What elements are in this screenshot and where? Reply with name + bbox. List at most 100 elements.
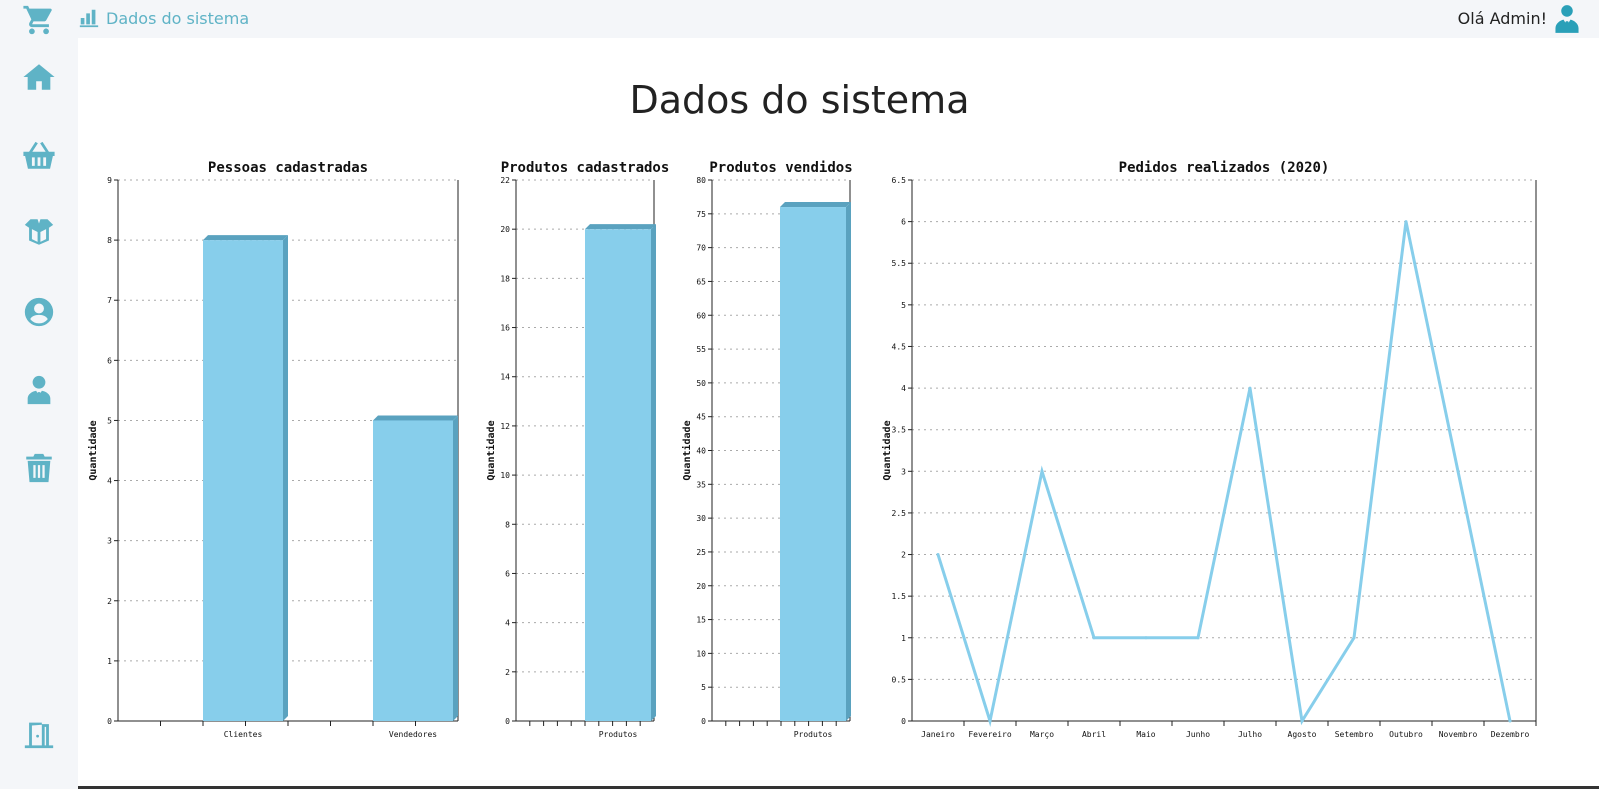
data-point	[1404, 220, 1408, 224]
bar-side	[651, 224, 656, 721]
box-icon[interactable]	[19, 212, 59, 252]
y-tick-label: 80	[696, 176, 706, 185]
greeting-text: Olá Admin!	[1457, 9, 1547, 28]
x-category-label: Maio	[1136, 730, 1155, 739]
x-category-label: Junho	[1186, 730, 1210, 739]
data-point	[1040, 469, 1044, 473]
y-tick-label: 70	[696, 244, 706, 253]
data-point	[1144, 636, 1148, 640]
x-category-label: Vendedores	[389, 730, 437, 739]
y-tick-label: 4.5	[892, 342, 907, 351]
x-category-label: Novembro	[1439, 730, 1478, 739]
bar	[585, 229, 651, 721]
y-tick-label: 2	[505, 668, 510, 677]
y-tick-label: 0	[701, 717, 706, 726]
y-tick-label: 5	[107, 416, 112, 425]
y-tick-label: 30	[696, 514, 706, 523]
bottom-border	[78, 786, 1599, 789]
user-avatar-icon[interactable]	[1553, 4, 1581, 34]
chart-title: Produtos cadastrados	[501, 160, 670, 176]
y-tick-label: 4	[901, 384, 906, 393]
x-category-label: Abril	[1082, 730, 1106, 739]
bar-top	[373, 415, 458, 421]
x-category-label: Janeiro	[921, 730, 955, 739]
data-point	[1248, 386, 1252, 390]
y-tick-label: 2	[107, 597, 112, 606]
x-category-label: Agosto	[1288, 730, 1317, 739]
page-title: Dados do sistema	[629, 78, 970, 122]
chart-pedidos-realizados: Pedidos realizados (2020) 0 0.5 1 1.5 2 2.5 3 3.…	[868, 150, 1568, 750]
y-tick-label: 10	[500, 471, 510, 480]
y-tick-label: 25	[696, 548, 706, 557]
exit-door-icon[interactable]	[19, 714, 59, 754]
data-point	[1456, 469, 1460, 473]
data-point	[1508, 719, 1512, 723]
user-circle-icon[interactable]	[19, 292, 59, 332]
chart-pessoas-svg: Pessoas cadastradas 0 1 2 3 4 5 6 7 8 9 Quantidade C…	[87, 160, 459, 739]
x-category-label: Dezembro	[1491, 730, 1530, 739]
y-tick-label: 1.5	[892, 592, 907, 601]
x-category-label: Outubro	[1389, 730, 1423, 739]
cart-icon[interactable]	[19, 0, 59, 40]
y-tick-label: 14	[500, 373, 510, 382]
y-tick-label: 3	[901, 467, 906, 476]
y-tick-label: 15	[696, 616, 706, 625]
y-tick-label: 1	[107, 657, 112, 666]
y-axis-label: Quantidade	[485, 420, 497, 480]
chart-pedidos-svg: Pedidos realizados (2020) 0 0.5 1 1.5 2 2.5 3 3.…	[881, 160, 1537, 739]
chart-produtos-vendidos: Produtos vendidos 0 5 10 15 20 25 30 35 40 45 50 55 6…	[672, 150, 862, 750]
bar-side	[283, 235, 288, 721]
y-tick-label: 35	[696, 480, 706, 489]
data-point	[988, 719, 992, 723]
chart-title: Pessoas cadastradas	[208, 160, 368, 176]
y-tick-label: 45	[696, 413, 706, 422]
chart-produtos-cadastrados-svg: Produtos cadastrados 0 2 4 6 8 10 12 14 16 18 20 22 Q…	[485, 160, 670, 739]
y-tick-label: 16	[500, 324, 510, 333]
bar-side	[453, 415, 458, 721]
bar-side	[846, 202, 851, 722]
chart-pessoas-cadastradas: Pessoas cadastradas 0 1 2 3 4 5 6 7 8 9 Quantidade C…	[84, 150, 474, 750]
trash-icon[interactable]	[19, 448, 59, 488]
y-tick-label: 5	[701, 683, 706, 692]
data-point	[1300, 719, 1304, 723]
y-tick-label: 40	[696, 447, 706, 456]
bar-top	[203, 235, 288, 241]
y-tick-label: 65	[696, 277, 706, 286]
x-category-label: Produtos	[599, 730, 638, 739]
y-tick-label: 75	[696, 210, 706, 219]
data-point	[1092, 636, 1096, 640]
chart-produtos-vendidos-svg: Produtos vendidos 0 5 10 15 20 25 30 35 40 45 50 55 6…	[681, 160, 853, 739]
y-tick-label: 3.5	[892, 426, 907, 435]
data-point	[1196, 636, 1200, 640]
home-icon[interactable]	[19, 57, 59, 97]
x-category-label: Março	[1030, 730, 1054, 739]
y-tick-label: 50	[696, 379, 706, 388]
y-axis-label: Quantidade	[881, 420, 893, 480]
series-line	[936, 221, 1512, 727]
chart-produtos-cadastrados: Produtos cadastrados 0 2 4 6 8 10 12 14 16 18 20 22 Q…	[478, 150, 670, 750]
y-tick-label: 6	[901, 218, 906, 227]
y-tick-label: 9	[107, 176, 112, 185]
bar-top	[780, 202, 851, 208]
bar-chart-icon	[79, 9, 99, 28]
y-tick-label: 20	[500, 225, 510, 234]
y-tick-label: 60	[696, 311, 706, 320]
bar	[373, 420, 453, 721]
y-tick-label: 18	[500, 274, 510, 283]
chart-title: Pedidos realizados (2020)	[1119, 160, 1330, 176]
y-tick-label: 6	[107, 356, 112, 365]
y-axis-label: Quantidade	[681, 420, 693, 480]
y-tick-label: 2	[901, 551, 906, 560]
y-tick-label: 0.5	[892, 675, 907, 684]
y-tick-label: 8	[505, 520, 510, 529]
bar	[780, 207, 846, 722]
y-tick-label: 5.5	[892, 259, 907, 268]
brand-link[interactable]: Dados do sistema	[78, 7, 249, 29]
chart-title: Produtos vendidos	[709, 160, 852, 176]
basket-icon[interactable]	[19, 136, 59, 176]
y-tick-label: 10	[696, 649, 706, 658]
y-tick-label: 8	[107, 236, 112, 245]
x-category-label: Setembro	[1335, 730, 1374, 739]
employee-icon[interactable]	[19, 370, 59, 410]
y-tick-label: 7	[107, 296, 112, 305]
